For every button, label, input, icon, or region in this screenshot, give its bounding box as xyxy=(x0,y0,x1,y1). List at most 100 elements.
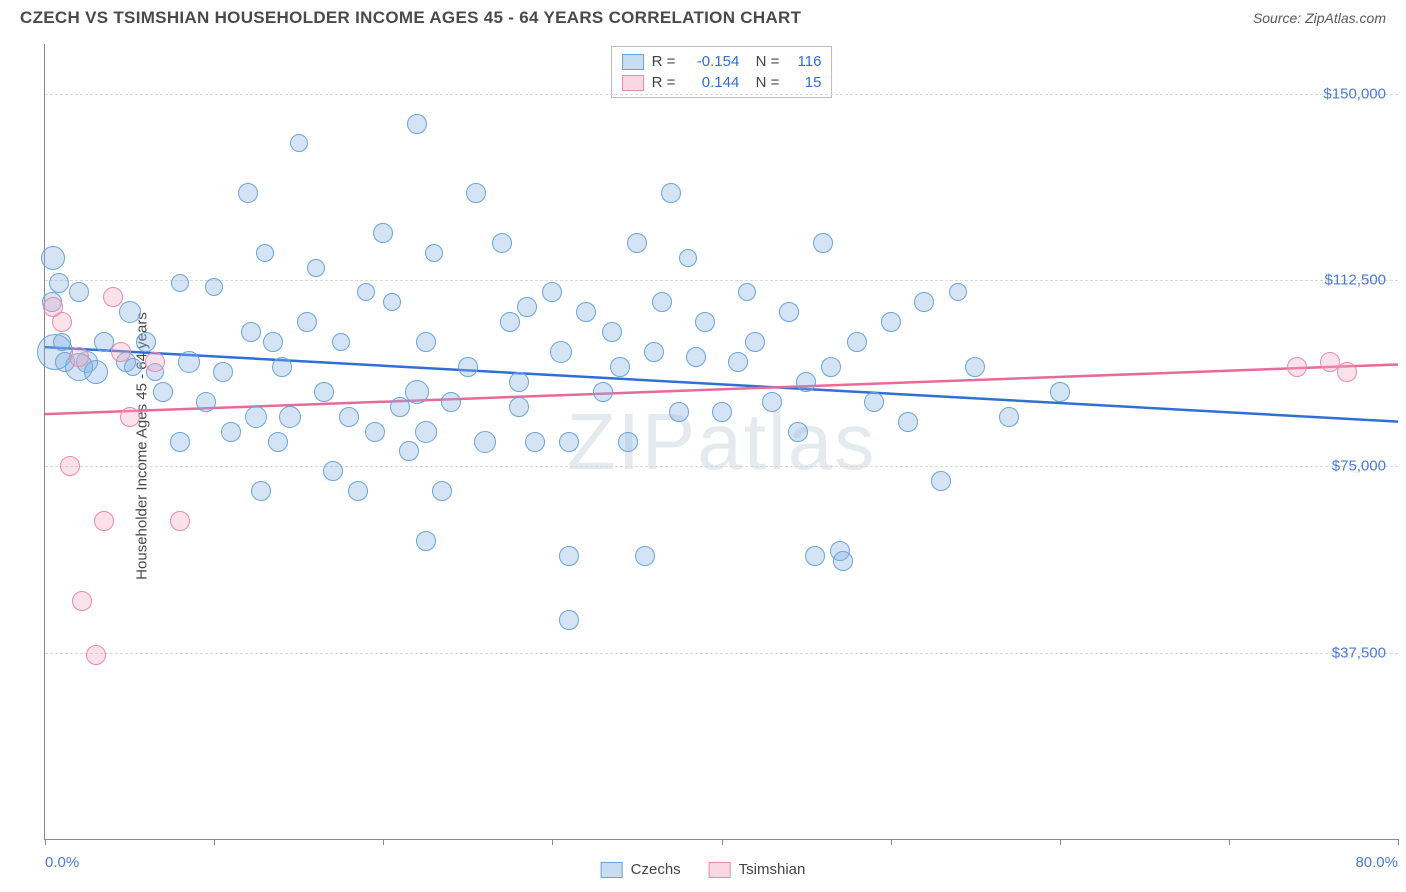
legend-swatch xyxy=(709,862,731,878)
data-point xyxy=(432,481,452,501)
legend-correlation-row: R = -0.154 N = 116 xyxy=(622,51,822,72)
data-point xyxy=(525,432,545,452)
data-point xyxy=(221,422,241,442)
data-point xyxy=(425,244,443,262)
data-point xyxy=(559,546,579,566)
data-point xyxy=(268,432,288,452)
x-tick xyxy=(214,839,215,845)
data-point xyxy=(762,392,782,412)
legend-label: Czechs xyxy=(631,861,681,878)
data-point xyxy=(738,283,756,301)
data-point xyxy=(256,244,274,262)
data-point xyxy=(559,432,579,452)
legend-n-label: N = xyxy=(747,74,779,91)
data-point xyxy=(679,249,697,267)
data-point xyxy=(509,397,529,417)
data-point xyxy=(251,481,271,501)
data-point xyxy=(171,274,189,292)
x-tick xyxy=(45,839,46,845)
data-point xyxy=(178,351,200,373)
trend-lines xyxy=(45,44,1398,839)
data-point xyxy=(279,406,301,428)
data-point xyxy=(635,546,655,566)
legend-swatch xyxy=(601,862,623,878)
data-point xyxy=(383,293,401,311)
data-point xyxy=(550,341,572,363)
data-point xyxy=(213,362,233,382)
data-point xyxy=(610,357,630,377)
data-point xyxy=(576,302,596,322)
x-tick-label-start: 0.0% xyxy=(45,854,79,871)
data-point xyxy=(405,380,429,404)
data-point xyxy=(60,456,80,476)
data-point xyxy=(602,322,622,342)
data-point xyxy=(348,481,368,501)
data-point xyxy=(805,546,825,566)
data-point xyxy=(999,407,1019,427)
data-point xyxy=(49,273,69,293)
legend-n-label: N = xyxy=(747,53,779,70)
data-point xyxy=(53,333,71,351)
data-point xyxy=(72,591,92,611)
data-point xyxy=(661,183,681,203)
correlation-legend: R = -0.154 N = 116 R = 0.144 N = 15 xyxy=(611,46,833,98)
data-point xyxy=(517,297,537,317)
data-point xyxy=(669,402,689,422)
chart-title: CZECH VS TSIMSHIAN HOUSEHOLDER INCOME AG… xyxy=(20,8,801,28)
legend-swatch xyxy=(622,75,644,91)
legend-swatch xyxy=(622,54,644,70)
x-tick-label-end: 80.0% xyxy=(1355,854,1398,871)
data-point xyxy=(728,352,748,372)
data-point xyxy=(245,406,267,428)
data-point xyxy=(119,301,141,323)
data-point xyxy=(365,422,385,442)
data-point xyxy=(297,312,317,332)
data-point xyxy=(1337,362,1357,382)
data-point xyxy=(644,342,664,362)
data-point xyxy=(695,312,715,332)
data-point xyxy=(813,233,833,253)
data-point xyxy=(241,322,261,342)
y-tick-label: $112,500 xyxy=(1325,272,1386,289)
data-point xyxy=(881,312,901,332)
data-point xyxy=(788,422,808,442)
x-tick xyxy=(722,839,723,845)
data-point xyxy=(416,332,436,352)
data-point xyxy=(559,610,579,630)
y-tick-label: $150,000 xyxy=(1323,85,1386,102)
data-point xyxy=(323,461,343,481)
data-point xyxy=(466,183,486,203)
data-point xyxy=(290,134,308,152)
data-point xyxy=(1287,357,1307,377)
data-point xyxy=(84,360,108,384)
data-point xyxy=(492,233,512,253)
data-point xyxy=(41,246,65,270)
gridline xyxy=(45,653,1398,654)
data-point xyxy=(821,357,841,377)
data-point xyxy=(1050,382,1070,402)
x-tick xyxy=(891,839,892,845)
data-point xyxy=(339,407,359,427)
legend-r-value: 0.144 xyxy=(683,74,739,91)
y-tick-label: $37,500 xyxy=(1332,644,1386,661)
data-point xyxy=(205,278,223,296)
data-point xyxy=(170,432,190,452)
data-point xyxy=(69,347,89,367)
data-point xyxy=(399,441,419,461)
x-tick xyxy=(1060,839,1061,845)
data-point xyxy=(500,312,520,332)
y-tick-label: $75,000 xyxy=(1332,458,1386,475)
data-point xyxy=(474,431,496,453)
data-point xyxy=(618,432,638,452)
data-point xyxy=(103,287,123,307)
data-point xyxy=(307,259,325,277)
x-tick xyxy=(1229,839,1230,845)
legend-r-label: R = xyxy=(652,74,676,91)
legend-item: Tsimshian xyxy=(709,861,806,878)
data-point xyxy=(196,392,216,412)
data-point xyxy=(914,292,934,312)
data-point xyxy=(627,233,647,253)
chart-area: ZIPatlas R = -0.154 N = 116 R = 0.144 N … xyxy=(44,44,1398,840)
data-point xyxy=(272,357,292,377)
legend-r-label: R = xyxy=(652,53,676,70)
